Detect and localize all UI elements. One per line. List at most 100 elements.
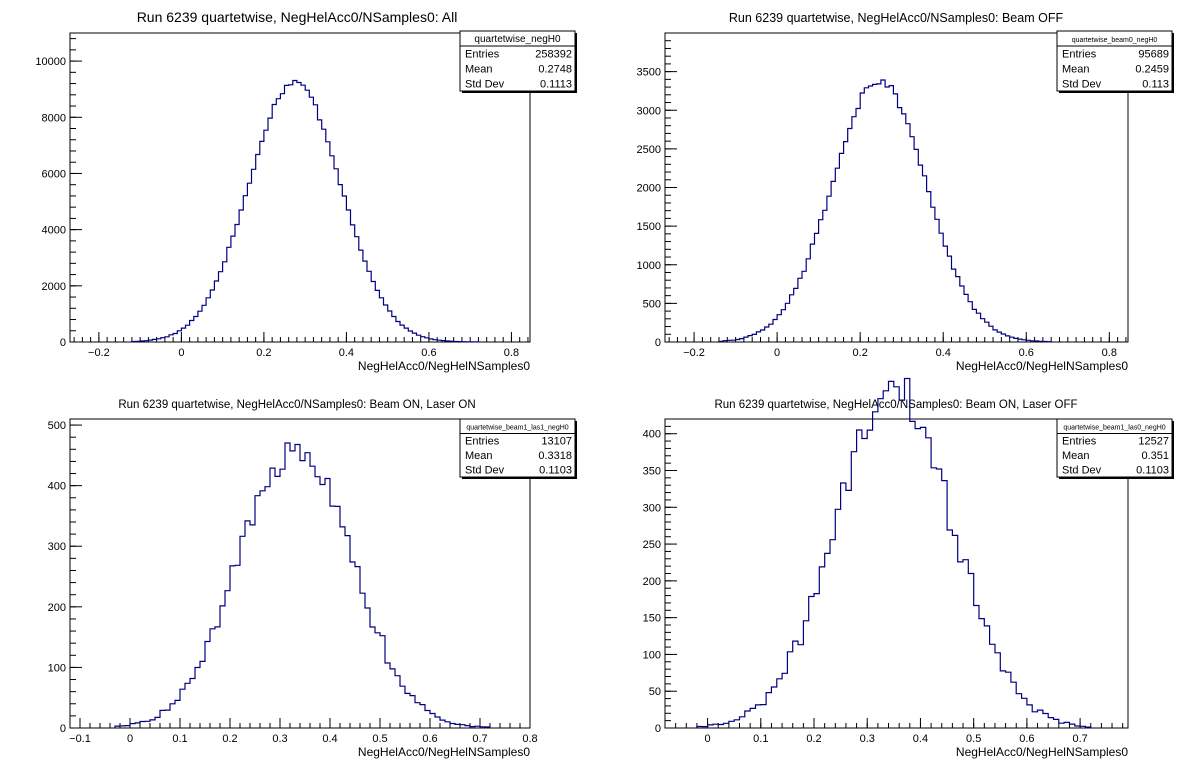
x-tick-label: 0 bbox=[178, 347, 184, 359]
y-tick-label: 2000 bbox=[42, 281, 66, 293]
histogram-panel-4: Run 6239 quartetwise, NegHelAcc0/NSample… bbox=[643, 377, 1174, 759]
x-tick-label: 0.2 bbox=[806, 733, 821, 745]
x-tick-label: 0.1 bbox=[172, 733, 187, 745]
y-tick-label: 400 bbox=[48, 481, 66, 493]
x-axis-label: NegHelAcc0/NegHelNSamples0 bbox=[956, 745, 1128, 759]
x-tick-label: 0.2 bbox=[853, 347, 868, 359]
y-tick-label: 500 bbox=[643, 298, 661, 310]
stats-mean-label: Mean bbox=[465, 450, 493, 462]
x-tick-label: 0.6 bbox=[422, 733, 437, 745]
stats-entries-value: 95689 bbox=[1138, 49, 1169, 61]
stats-box-name: quartetwise_beam1_las0_negH0 bbox=[1063, 425, 1165, 432]
stats-mean-value: 0.351 bbox=[1141, 450, 1169, 462]
histogram-series bbox=[114, 442, 491, 728]
y-tick-label: 350 bbox=[643, 466, 661, 478]
stats-entries-value: 258392 bbox=[535, 49, 572, 61]
stats-stddev-label: Std Dev bbox=[465, 79, 505, 91]
y-tick-label: 400 bbox=[643, 429, 661, 441]
x-tick-label: −0.2 bbox=[683, 347, 705, 359]
chart-title: Run 6239 quartetwise, NegHelAcc0/NSample… bbox=[118, 399, 475, 411]
x-tick-label: 0.4 bbox=[936, 347, 951, 359]
histogram-series bbox=[131, 79, 479, 343]
stats-box bbox=[459, 418, 576, 478]
histogram-series bbox=[696, 377, 1092, 728]
y-tick-label: 0 bbox=[60, 337, 66, 349]
x-tick-label: 0.6 bbox=[1019, 347, 1034, 359]
stats-mean-label: Mean bbox=[1062, 450, 1090, 462]
y-tick-label: 500 bbox=[48, 420, 66, 432]
x-tick-label: 0.5 bbox=[966, 733, 981, 745]
x-tick-label: 0.7 bbox=[472, 733, 487, 745]
x-tick-label: 0.3 bbox=[272, 733, 287, 745]
x-axis-label: NegHelAcc0/NegHelNSamples0 bbox=[956, 359, 1128, 373]
stats-box-name: quartetwise_beam0_negH0 bbox=[1072, 37, 1158, 44]
x-tick-label: 0.8 bbox=[504, 347, 519, 359]
x-tick-label: 0 bbox=[705, 733, 711, 745]
y-tick-label: 10000 bbox=[35, 56, 66, 68]
stats-stddev-value: 0.113 bbox=[1142, 79, 1169, 91]
chart-title: Run 6239 quartetwise, NegHelAcc0/NSample… bbox=[714, 399, 1077, 411]
y-tick-label: 150 bbox=[643, 613, 661, 625]
x-tick-label: 0.4 bbox=[913, 733, 928, 745]
x-tick-label: 0 bbox=[774, 347, 780, 359]
x-tick-label: 0.7 bbox=[1072, 733, 1087, 745]
stats-entries-value: 13107 bbox=[541, 436, 572, 448]
y-tick-label: 3000 bbox=[637, 105, 661, 117]
stats-box-name: quartetwise_negH0 bbox=[474, 34, 561, 45]
x-tick-label: 0.3 bbox=[860, 733, 875, 745]
stats-stddev-label: Std Dev bbox=[465, 465, 505, 477]
stats-mean-label: Mean bbox=[1062, 64, 1090, 76]
stats-mean-label: Mean bbox=[465, 64, 493, 76]
y-tick-label: 2000 bbox=[637, 183, 661, 195]
y-tick-label: 50 bbox=[649, 686, 661, 698]
x-tick-label: 0.6 bbox=[1019, 733, 1034, 745]
x-tick-label: 0.8 bbox=[1102, 347, 1117, 359]
x-tick-label: 0.6 bbox=[421, 347, 436, 359]
y-tick-label: 4000 bbox=[42, 225, 66, 237]
histogram-panel-3: Run 6239 quartetwise, NegHelAcc0/NSample… bbox=[48, 399, 577, 759]
y-tick-label: 0 bbox=[655, 337, 661, 349]
stats-entries-label: Entries bbox=[465, 49, 500, 61]
y-tick-label: 100 bbox=[643, 649, 661, 661]
y-tick-label: 8000 bbox=[42, 112, 66, 124]
histogram-panel-1: Run 6239 quartetwise, NegHelAcc0/NSample… bbox=[35, 9, 577, 373]
stats-box bbox=[1056, 30, 1173, 92]
y-tick-label: 250 bbox=[643, 539, 661, 551]
histogram-panel-2: Run 6239 quartetwise, NegHelAcc0/NSample… bbox=[637, 11, 1174, 373]
plot-frame bbox=[69, 32, 531, 343]
x-tick-label: 0.2 bbox=[256, 347, 271, 359]
y-tick-label: 300 bbox=[643, 502, 661, 514]
histogram-series bbox=[718, 79, 1052, 343]
stats-entries-label: Entries bbox=[1062, 49, 1097, 61]
stats-stddev-value: 0.1103 bbox=[1136, 465, 1169, 477]
stats-entries-value: 12527 bbox=[1138, 436, 1169, 448]
chart-title: Run 6239 quartetwise, NegHelAcc0/NSample… bbox=[137, 9, 458, 25]
y-tick-label: 3500 bbox=[637, 67, 661, 79]
x-tick-label: 0.1 bbox=[753, 733, 768, 745]
x-tick-label: 0 bbox=[127, 733, 133, 745]
x-axis-label: NegHelAcc0/NegHelNSamples0 bbox=[358, 745, 530, 759]
stats-stddev-value: 0.1103 bbox=[539, 465, 572, 477]
y-tick-label: 2500 bbox=[637, 144, 661, 156]
x-tick-label: 0.4 bbox=[322, 733, 337, 745]
stats-mean-value: 0.3318 bbox=[538, 450, 572, 462]
y-tick-label: 100 bbox=[48, 662, 66, 674]
stats-entries-label: Entries bbox=[465, 436, 500, 448]
chart-title: Run 6239 quartetwise, NegHelAcc0/NSample… bbox=[729, 11, 1064, 25]
stats-stddev-label: Std Dev bbox=[1062, 465, 1102, 477]
stats-box bbox=[1056, 418, 1173, 478]
stats-box bbox=[459, 30, 576, 92]
stats-stddev-label: Std Dev bbox=[1062, 79, 1102, 91]
x-tick-label: 0.8 bbox=[522, 733, 537, 745]
y-tick-label: 200 bbox=[643, 576, 661, 588]
x-tick-label: −0.2 bbox=[88, 347, 110, 359]
x-axis-label: NegHelAcc0/NegHelNSamples0 bbox=[358, 359, 530, 373]
x-tick-label: 0.5 bbox=[372, 733, 387, 745]
y-tick-label: 1500 bbox=[637, 221, 661, 233]
stats-mean-value: 0.2459 bbox=[1135, 64, 1169, 76]
stats-entries-label: Entries bbox=[1062, 436, 1097, 448]
y-tick-label: 0 bbox=[655, 723, 661, 735]
x-tick-label: 0.4 bbox=[339, 347, 354, 359]
x-tick-label: 0.2 bbox=[222, 733, 237, 745]
